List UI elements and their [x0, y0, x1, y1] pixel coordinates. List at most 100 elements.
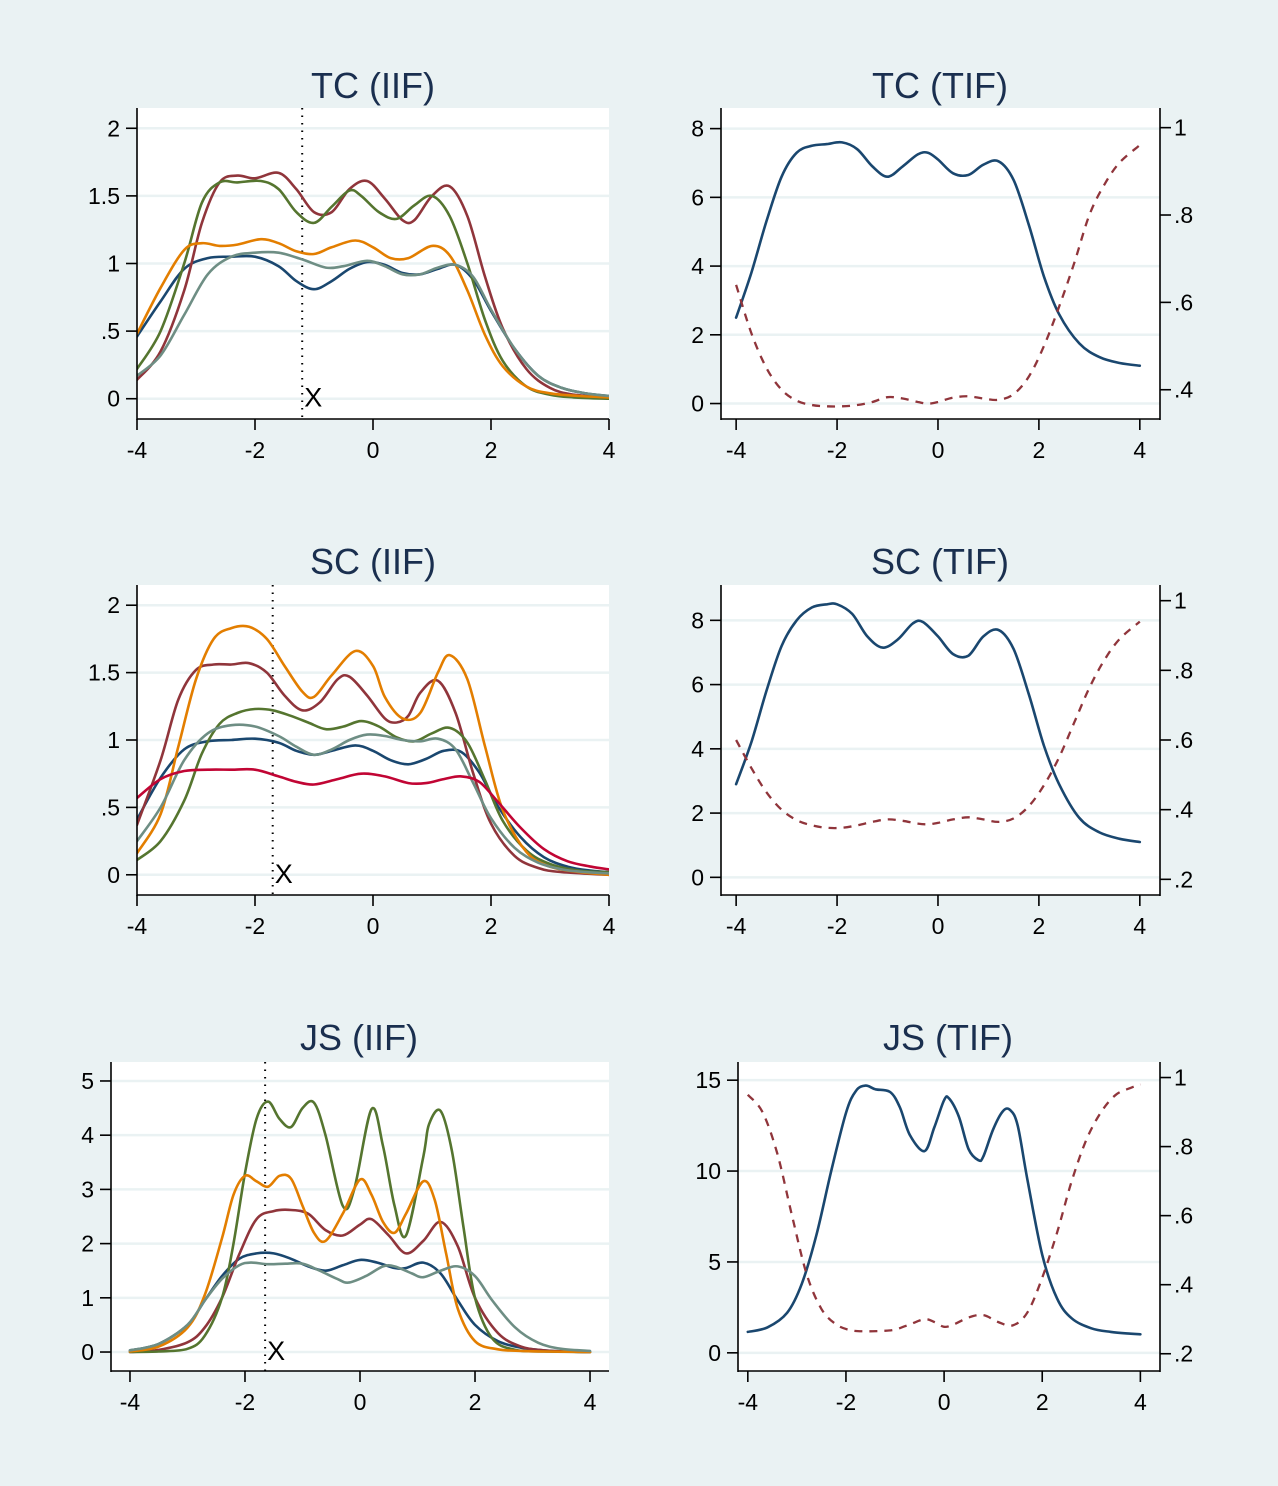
- series-line-item-blue: [128, 1251, 592, 1354]
- series-line-item-red: [137, 767, 609, 871]
- y-tick-label: 5: [708, 1249, 721, 1275]
- y2-tick-label: .2: [1174, 1341, 1193, 1367]
- x-tick-label: 0: [367, 437, 380, 463]
- y2-tick-label: .6: [1174, 289, 1193, 315]
- y-tick-label: 2: [107, 592, 120, 618]
- series-group: [734, 140, 1142, 408]
- panel-title: SC (IIF): [310, 541, 436, 582]
- y-tick-label: 2: [691, 322, 704, 348]
- y-tick-label: 2: [81, 1231, 94, 1257]
- x-tick-label: 0: [367, 913, 380, 939]
- y-tick-label: 10: [695, 1158, 721, 1184]
- y-tick-label: 0: [81, 1339, 94, 1365]
- y-tick-label: 2: [691, 800, 704, 826]
- reference-label: X: [304, 383, 322, 413]
- x-tick-label: 4: [1134, 1389, 1147, 1415]
- x-tick-label: 4: [603, 437, 616, 463]
- panel-tc-tif: 0 2 4 6 8 -4 -2 0 2 4 .4 .6 .8 1 TC (TIF): [691, 65, 1193, 463]
- x-tick-label: -2: [245, 913, 265, 939]
- series-group: [746, 1083, 1142, 1336]
- series-line-item-green: [137, 179, 609, 400]
- y2-tick-label: 1: [1174, 1065, 1187, 1091]
- panel-title: TC (TIF): [872, 65, 1008, 106]
- y2-tick-label: 1: [1174, 115, 1187, 141]
- y-tick-label: 1.5: [88, 183, 120, 209]
- x-tick-label: 2: [1032, 913, 1045, 939]
- series-group: [128, 1099, 592, 1354]
- y2-tick-label: .2: [1174, 866, 1193, 892]
- y-tick-label: 8: [691, 116, 704, 142]
- y-tick-label: 0: [708, 1340, 721, 1366]
- x-tick-label: -2: [836, 1389, 856, 1415]
- plot-area: [738, 1062, 1160, 1371]
- x-tick-label: 0: [938, 1389, 951, 1415]
- y-tick-label: 1: [107, 251, 120, 277]
- y-tick-label: 1: [107, 727, 120, 753]
- panel-sc-tif: 0 2 4 6 8 -4 -2 0 2 4 .2 .4 .6 .8 1 SC (TIF): [691, 541, 1193, 939]
- y-tick-label: .5: [101, 794, 120, 820]
- y2-tick-label: .8: [1174, 1134, 1193, 1160]
- panel-title: JS (IIF): [300, 1017, 418, 1058]
- x-tick-label: -2: [827, 913, 847, 939]
- x-tick-label: 2: [485, 913, 498, 939]
- y-tick-label: 0: [107, 862, 120, 888]
- y-tick-label: 8: [691, 607, 704, 633]
- x-tick-label: 2: [485, 437, 498, 463]
- y-tick-label: 3: [81, 1176, 94, 1202]
- y-tick-label: 0: [107, 386, 120, 412]
- y-tick-label: 6: [691, 672, 704, 698]
- y2-tick-label: .8: [1174, 657, 1193, 683]
- x-tick-label: 2: [1036, 1389, 1049, 1415]
- x-tick-label: 4: [1133, 913, 1146, 939]
- y-tick-label: 6: [691, 184, 704, 210]
- panel-js-tif: 0 5 10 15 -4 -2 0 2 4 .2 .4 .6 .8 1 JS (TIF): [695, 1017, 1193, 1415]
- y-tick-label: 4: [691, 253, 704, 279]
- x-tick-label: 0: [932, 913, 945, 939]
- panel-sc-iif: X 0 .5 1 1.5 2 -4 -2 0 2 4 SC (IIF): [88, 541, 616, 939]
- x-tick-label: -4: [738, 1389, 759, 1415]
- x-tick-label: -2: [235, 1389, 255, 1415]
- plot-area: [111, 1062, 609, 1371]
- y2-tick-label: .8: [1174, 202, 1193, 228]
- x-tick-label: 4: [584, 1389, 597, 1415]
- x-tick-label: -4: [127, 437, 148, 463]
- series-line-standard-error: [735, 620, 1141, 830]
- x-tick-label: 2: [469, 1389, 482, 1415]
- y-tick-label: 1: [81, 1285, 94, 1311]
- x-tick-label: -4: [726, 913, 747, 939]
- reference-label: X: [267, 1336, 285, 1366]
- y2-tick-label: .4: [1174, 797, 1193, 823]
- x-tick-label: -4: [726, 437, 747, 463]
- series-line-standard-error: [735, 144, 1141, 408]
- series-line-item-maroon: [137, 661, 609, 877]
- x-tick-label: 4: [1133, 437, 1146, 463]
- series-line-item-teal: [137, 250, 609, 398]
- series-line-item-orange: [137, 624, 609, 877]
- series-group: [734, 602, 1142, 844]
- series-line-item-green: [128, 1099, 592, 1354]
- panel-js-iif: X 0 1 2 3 4 5 -4 -2 0 2 4 JS (IIF): [81, 1017, 609, 1415]
- x-tick-label: 4: [603, 913, 616, 939]
- series-line-item-orange: [128, 1173, 592, 1354]
- y-tick-label: 5: [81, 1068, 94, 1094]
- x-tick-label: 0: [354, 1389, 367, 1415]
- y-tick-label: 2: [107, 115, 120, 141]
- y2-tick-label: 1: [1174, 588, 1187, 614]
- x-tick-label: -4: [120, 1389, 141, 1415]
- series-line-item-green: [137, 707, 609, 874]
- series-line-test-information: [746, 1084, 1142, 1336]
- plot-area: [721, 585, 1160, 895]
- y-tick-label: 4: [691, 736, 704, 762]
- x-tick-label: 0: [932, 437, 945, 463]
- x-tick-label: 2: [1032, 437, 1045, 463]
- panel-title: SC (TIF): [871, 541, 1009, 582]
- series-line-item-orange: [137, 237, 609, 399]
- series-group: [137, 171, 609, 400]
- panel-title: TC (IIF): [311, 65, 435, 106]
- plot-area: [721, 108, 1160, 419]
- reference-label: X: [275, 859, 293, 889]
- y-tick-label: 1.5: [88, 660, 120, 686]
- panel-title: JS (TIF): [883, 1017, 1013, 1058]
- y-tick-label: 0: [691, 391, 704, 417]
